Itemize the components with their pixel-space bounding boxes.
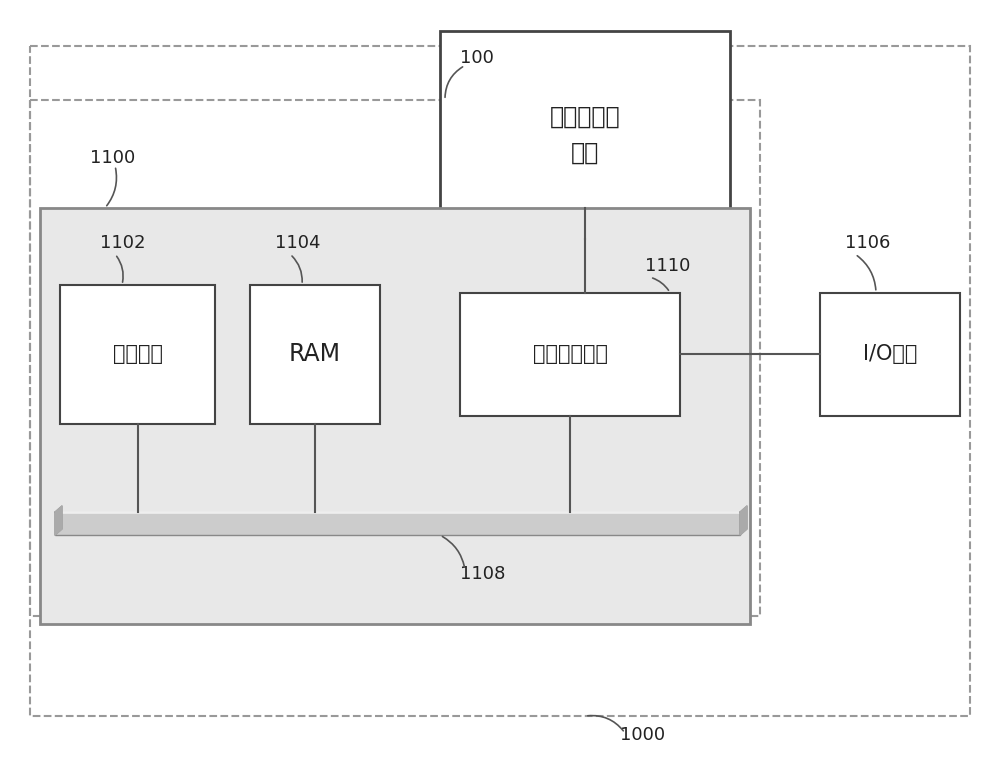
Bar: [40, 208, 750, 624]
Text: 微处理器: 微处理器: [112, 344, 162, 364]
Polygon shape: [740, 506, 747, 535]
Bar: [30, 46, 970, 716]
Bar: [460, 293, 680, 416]
Text: I/O装置: I/O装置: [863, 344, 917, 364]
Text: 100: 100: [460, 49, 494, 67]
Text: 存储器存储
装置: 存储器存储 装置: [550, 105, 620, 165]
Polygon shape: [55, 506, 62, 535]
Text: RAM: RAM: [289, 342, 341, 367]
Text: 1100: 1100: [90, 149, 135, 167]
Text: 数据传输接口: 数据传输接口: [533, 344, 608, 364]
Text: 1102: 1102: [100, 233, 146, 252]
Text: 1110: 1110: [645, 256, 690, 275]
Bar: [440, 31, 730, 239]
Bar: [820, 293, 960, 416]
Text: 1000: 1000: [620, 726, 665, 745]
Bar: [30, 100, 760, 616]
Bar: [250, 285, 380, 424]
Text: 1104: 1104: [275, 233, 320, 252]
Bar: [55, 512, 740, 535]
Text: 1106: 1106: [845, 233, 890, 252]
Text: 1108: 1108: [460, 564, 505, 583]
Bar: [60, 285, 215, 424]
